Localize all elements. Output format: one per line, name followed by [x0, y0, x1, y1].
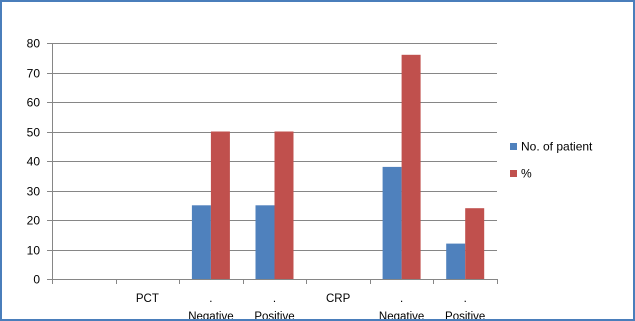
bars	[191, 54, 485, 280]
x-axis-category-labels: PCT . Negative. Positive CRP . Negative. Positi…	[136, 293, 485, 319]
bar-patients-6	[446, 243, 466, 279]
category-label: Positive	[254, 311, 294, 319]
y-tick-label: 0	[33, 273, 40, 287]
category-label: Negative	[379, 311, 424, 319]
category-label: CRP	[326, 293, 351, 305]
bar-percent-3	[274, 131, 294, 279]
category-prefix-label: .	[400, 293, 403, 305]
bar-percent-6	[465, 208, 485, 279]
legend-swatch-percent	[510, 170, 517, 177]
y-tick-label: 70	[27, 67, 41, 81]
legend-swatch-patients	[510, 143, 517, 150]
bar-patients-2	[191, 205, 211, 280]
category-label: Positive	[445, 311, 485, 319]
y-tick-label: 30	[27, 185, 41, 199]
category-prefix-label: .	[464, 293, 467, 305]
y-tick-label: 60	[27, 96, 41, 110]
y-tick-label: 50	[27, 126, 41, 140]
legend-label-patients: No. of patient	[521, 140, 593, 154]
y-axis-tick-labels: 0 10 20 30 40 50 60 70 80	[27, 37, 41, 287]
category-label: PCT	[136, 293, 159, 305]
category-prefix-label: .	[209, 293, 212, 305]
bar-patients-3	[255, 205, 275, 280]
category-prefix-label: .	[273, 293, 276, 305]
y-tick-label: 80	[27, 37, 41, 51]
bar-percent-2	[210, 131, 230, 279]
legend: No. of patient%	[510, 140, 593, 181]
axes	[47, 43, 498, 284]
category-label: Negative	[188, 311, 233, 319]
bar-percent-5	[401, 54, 421, 279]
y-tick-label: 10	[27, 244, 41, 258]
y-tick-label: 40	[27, 155, 41, 169]
bar-patients-5	[382, 166, 402, 279]
y-tick-label: 20	[27, 214, 41, 228]
legend-label-percent: %	[521, 167, 532, 181]
